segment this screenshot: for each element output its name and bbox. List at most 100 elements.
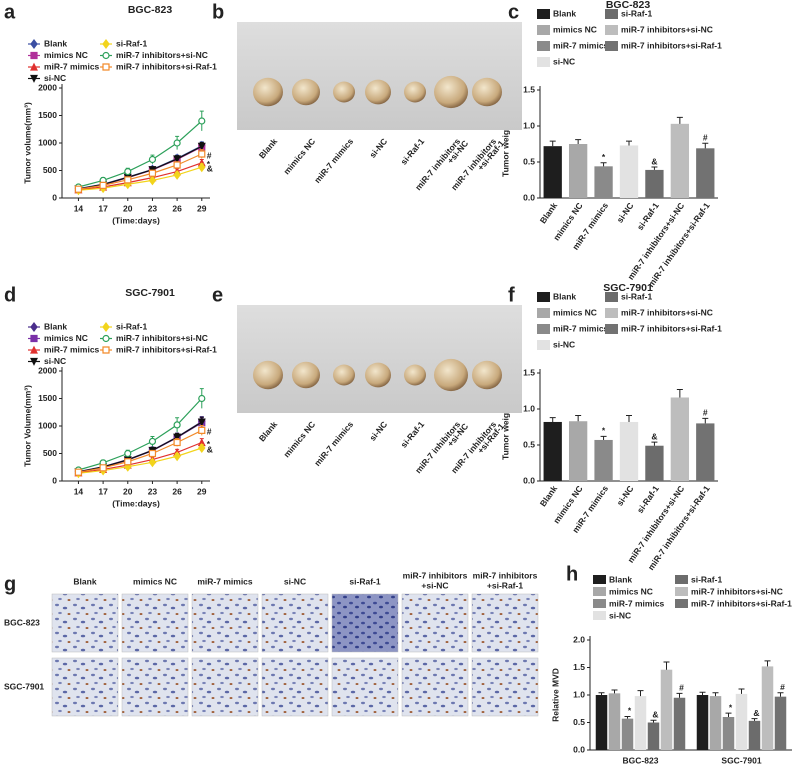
y-axis-label: Relative MVD [550, 668, 560, 722]
annotation: & [753, 708, 759, 718]
error-bar [651, 166, 658, 170]
y-tick-label: 1.5 [523, 367, 535, 377]
micrograph [191, 593, 259, 653]
y-tick-label: 1000 [38, 420, 57, 430]
legend-marker [102, 51, 110, 60]
error-bar [751, 718, 758, 721]
x-tick-label: 17 [98, 203, 108, 213]
error-bar [598, 692, 605, 695]
x-tick-label: 29 [197, 203, 207, 213]
bar [709, 696, 722, 750]
legend-label: mimics NC [609, 586, 653, 596]
legend-swatch [605, 324, 618, 334]
series-line [78, 441, 203, 474]
legend-label: si-Raf-1 [116, 38, 147, 48]
legend-label: si-Raf-1 [691, 574, 722, 584]
y-tick-label: 0.5 [523, 439, 535, 449]
legend-label: si-NC [553, 56, 575, 66]
legend-label: miR-7 mimics [553, 323, 609, 333]
tumor [365, 362, 391, 388]
legend-swatch [605, 292, 618, 302]
data-point [173, 161, 181, 169]
error-bar [676, 116, 683, 124]
annotation: * [628, 706, 632, 716]
micrograph [401, 657, 469, 717]
data-point [148, 437, 157, 445]
error-bar [611, 689, 618, 694]
micrograph [191, 657, 259, 717]
tumor [472, 77, 502, 107]
x-tick-label: si-NC [615, 484, 636, 508]
error-bar [702, 142, 709, 149]
photo-caption: mimics NC [281, 419, 317, 459]
legend-swatch [675, 599, 688, 608]
tumor [404, 364, 426, 386]
annotation: * [207, 159, 211, 169]
panel-label: e [212, 284, 223, 306]
y-tick-label: 0 [52, 192, 57, 202]
error-bar [676, 692, 683, 698]
data-point [74, 468, 83, 476]
error-bar [575, 414, 582, 422]
bar [748, 720, 761, 750]
data-point [124, 168, 132, 176]
legend-label: Blank [553, 8, 576, 18]
micrograph [121, 657, 189, 717]
data-point [148, 169, 157, 177]
annotation: # [780, 682, 785, 692]
annotation: * [602, 426, 606, 436]
column-label: +si-NC [421, 580, 448, 590]
y-tick-label: 0.0 [573, 744, 585, 754]
column-label: miR-7 mimics [197, 576, 253, 586]
legend-label: miR-7 mimics [44, 61, 100, 71]
y-tick-label: 0.0 [523, 192, 535, 202]
micrograph [331, 657, 399, 717]
column-label: miR-7 inhibitors [403, 570, 468, 580]
y-tick-label: 1.0 [523, 120, 535, 130]
annotation: # [207, 150, 212, 160]
tumor [292, 78, 320, 106]
column-label: +si-Raf-1 [487, 580, 523, 590]
photo-background [237, 305, 522, 413]
bar [619, 421, 639, 481]
error-bar [549, 140, 556, 147]
bar [722, 717, 735, 750]
data-point [173, 433, 182, 442]
photo-caption: si-Raf-1 [399, 419, 427, 450]
annotation: # [207, 427, 212, 437]
error-bar [626, 140, 632, 146]
tumor [333, 364, 355, 386]
data-point [148, 175, 157, 186]
series-line [78, 153, 203, 190]
legend-marker [102, 346, 110, 354]
data-point [74, 185, 83, 193]
data-point [173, 155, 182, 164]
legend-label: miR-7 inhibitors+si-NC [621, 307, 713, 317]
panel-label: h [566, 563, 578, 585]
legend-label: miR-7 inhibitors+si-Raf-1 [621, 323, 722, 333]
y-tick-label: 2000 [38, 82, 57, 92]
micrograph [471, 657, 539, 717]
photo-caption: si-NC [367, 419, 389, 442]
data-point [99, 464, 107, 472]
x-axis-label: (Time:days) [112, 498, 160, 508]
legend-marker [102, 322, 110, 332]
photo-caption: miR-7 mimics [312, 419, 355, 468]
annotation: & [651, 431, 657, 441]
legend-label: miR-7 inhibitors+si-NC [116, 333, 208, 343]
x-tick-label: si-Raf-1 [635, 483, 661, 514]
legend-swatch [537, 25, 550, 35]
legend-swatch [537, 57, 550, 67]
legend-swatch [537, 292, 550, 302]
panel-label: d [4, 284, 16, 306]
error-bar [712, 692, 719, 697]
chart-title: BGC-823 [128, 4, 173, 16]
data-point [173, 421, 181, 429]
bar [543, 146, 562, 198]
data-point [198, 162, 206, 173]
bar [673, 697, 686, 750]
bar [696, 695, 709, 750]
y-tick-label: 1500 [38, 393, 57, 403]
row-label: BGC-823 [4, 617, 40, 627]
micrograph [51, 657, 119, 717]
